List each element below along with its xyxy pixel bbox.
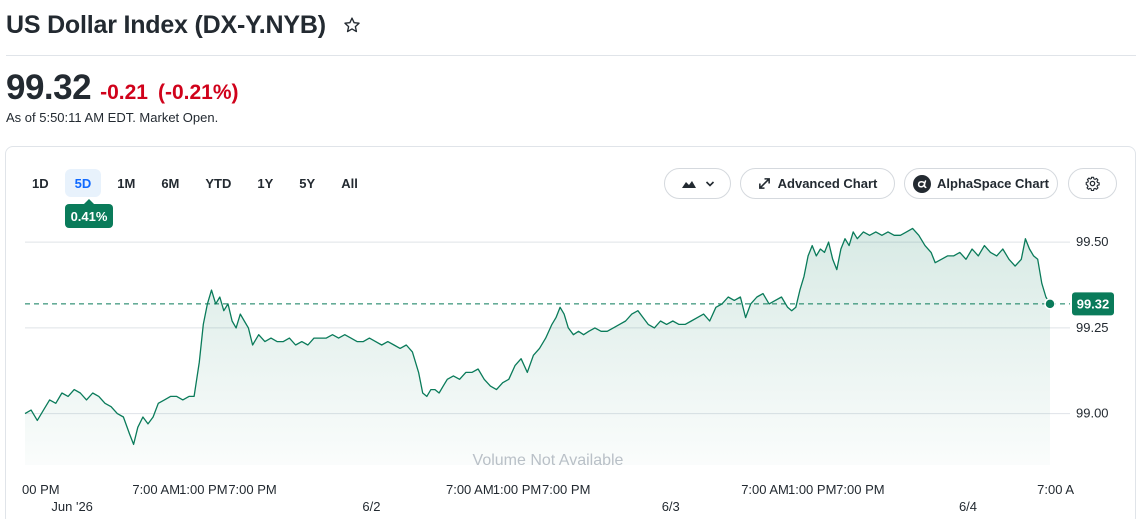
chart-type-button[interactable] [664,168,731,199]
alphaspace-chart-button[interactable]: AlphaSpace Chart [904,168,1058,199]
x-time-tick-label: 00 PM [22,482,60,497]
range-1y[interactable]: 1Y [257,175,274,191]
y-tick-label: 99.50 [1076,234,1109,249]
market-time-note: As of 5:50:11 AM EDT. Market Open. [6,110,219,125]
x-time-tick-label: 7:00 PM [542,482,590,497]
range-selector: 1D 5D 1M 6M YTD 1Y 5Y All [22,169,374,197]
chevron-down-icon [705,180,714,187]
range-6m[interactable]: 6M [161,175,180,191]
alphaspace-logo-icon [913,174,931,193]
range-1d[interactable]: 1D [32,175,49,191]
performance-badge: 0.41% [65,199,113,228]
price-change-percent: (-0.21%) [157,81,239,104]
star-icon[interactable] [342,15,362,35]
range-1m[interactable]: 1M [117,175,136,191]
last-price-label: 99.32 [1072,292,1114,316]
x-time-tick-label: 7:00 AM [446,482,494,497]
mountain-chart-icon [681,180,696,188]
last-price-label-bg [1072,292,1114,316]
x-time-tick-label: 1:00 PM [788,482,836,497]
range-all[interactable]: All [341,175,358,191]
x-time-tick-label: 7:00 PM [228,482,276,497]
last-price-dot [1044,298,1056,310]
range-5y[interactable]: 5Y [299,175,316,191]
x-date-tick-label: Jun '26 [51,499,93,514]
y-tick-label: 99.25 [1076,320,1109,335]
last-price-label-text: 99.32 [1077,296,1110,311]
settings-button[interactable] [1068,168,1117,199]
expand-icon [758,178,770,189]
header-divider [6,55,1136,56]
x-time-tick-label: 7:00 AM [741,482,789,497]
volume-watermark: Volume Not Available [473,452,624,469]
x-time-tick-label: 7:00 A [1037,482,1074,497]
quote-row: 99.32 -0.21 (-0.21%) [6,68,239,108]
y-tick-label: 99.00 [1076,406,1109,421]
x-time-tick-label: 1:00 PM [179,482,227,497]
x-time-tick-label: 7:00 PM [836,482,884,497]
gear-icon [1085,176,1100,191]
x-date-tick-label: 6/2 [362,499,380,514]
x-date-tick-label: 6/4 [959,499,977,514]
star-icon-glyph [344,17,360,33]
x-date-tick-label: 6/3 [662,499,680,514]
advanced-chart-label: Advanced Chart [777,176,878,191]
advanced-chart-button[interactable]: Advanced Chart [740,168,895,199]
page-title: US Dollar Index (DX-Y.NYB) [6,10,326,39]
x-axis: 00 PM 7:00 AM 1:00 PM 7:00 PM 7:00 AM 1:00 PM… [22,482,1074,514]
range-5d[interactable]: 5D [64,169,102,197]
price-area-fill [25,228,1050,465]
x-time-tick-label: 7:00 AM [132,482,180,497]
x-time-tick-label: 1:00 PM [493,482,541,497]
title-row: US Dollar Index (DX-Y.NYB) [6,8,362,42]
price-change: -0.21 [100,81,148,104]
range-ytd[interactable]: YTD [205,175,232,191]
price-line [24,227,1051,446]
alphaspace-chart-label: AlphaSpace Chart [937,176,1049,191]
price-value: 99.32 [6,68,92,107]
y-axis: 99.00 99.25 99.50 [1076,234,1109,420]
